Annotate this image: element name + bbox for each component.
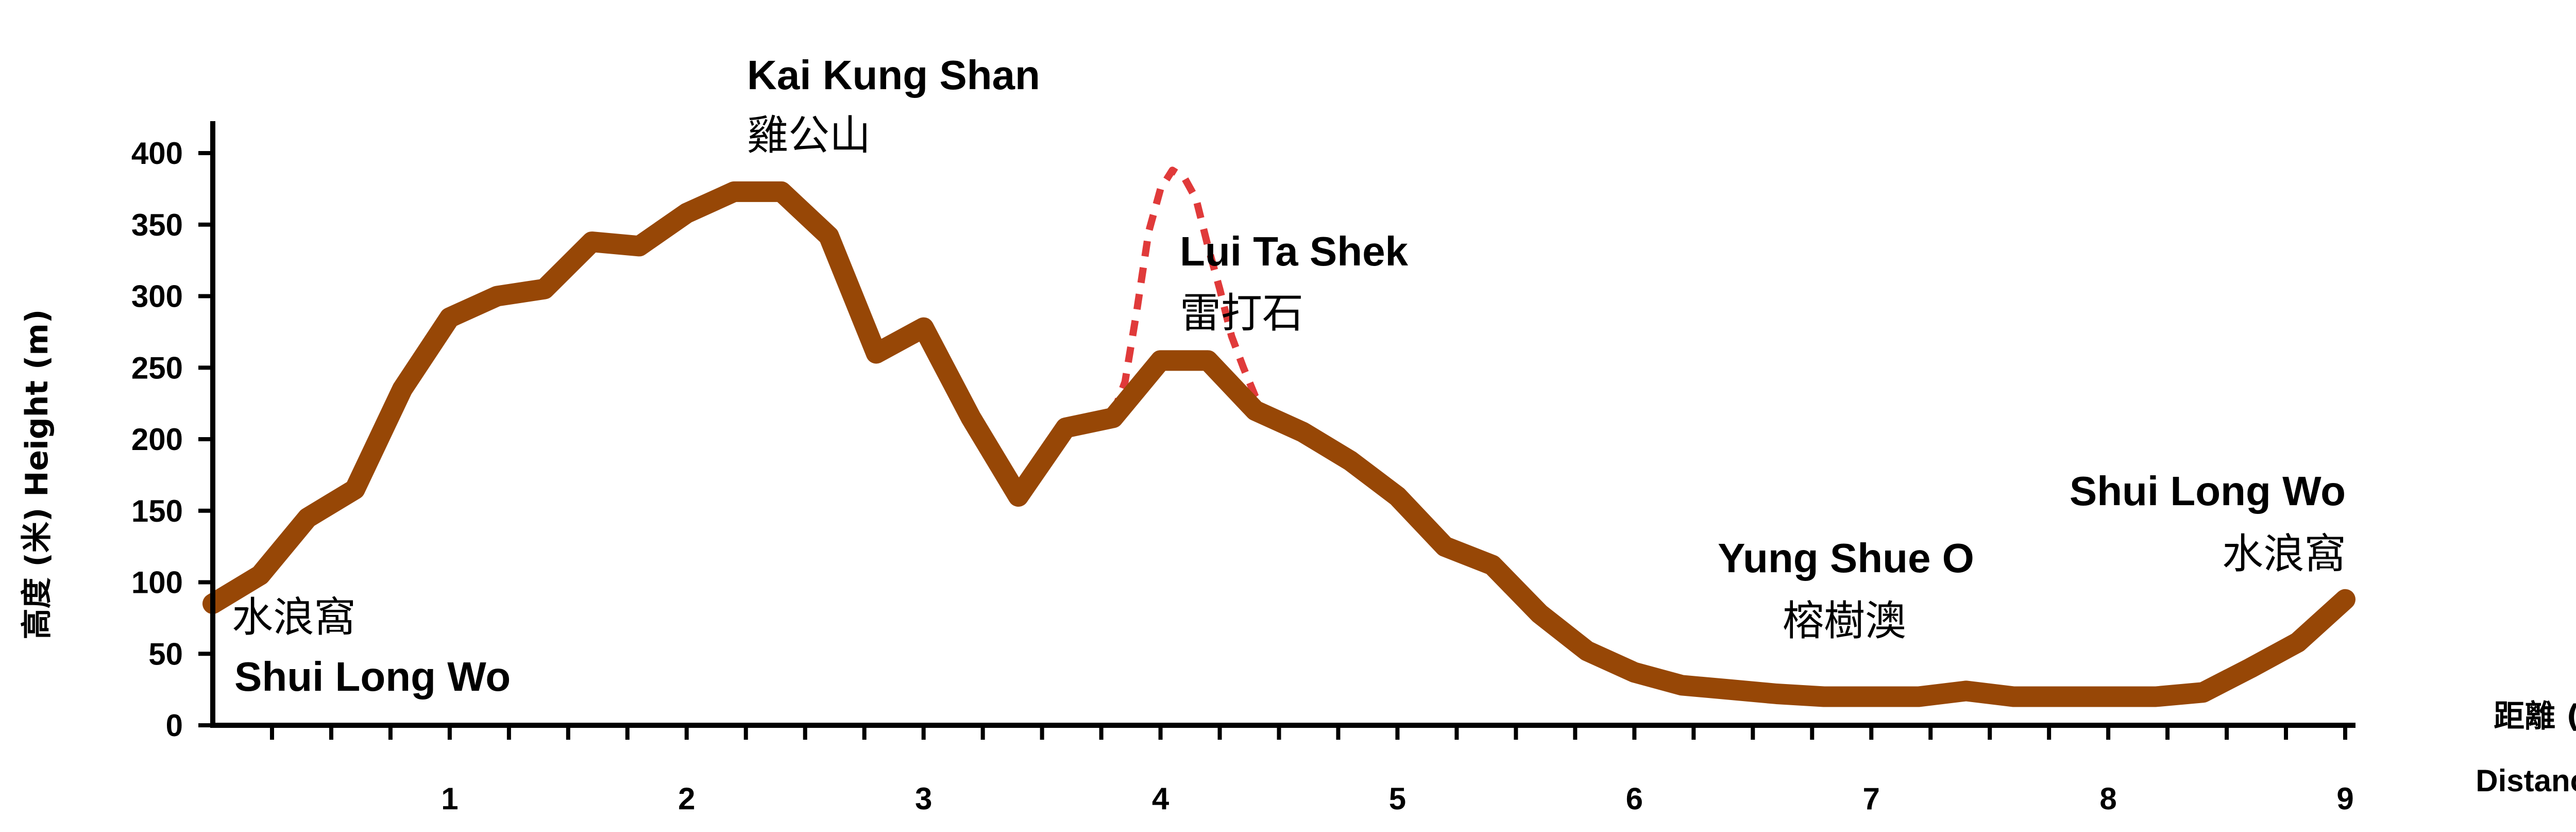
annotation-end-zh: 水浪窩 bbox=[2222, 530, 2346, 578]
x-tick-label: 8 bbox=[2099, 781, 2116, 816]
y-tick-label: 100 bbox=[131, 565, 183, 600]
series-line-alternate bbox=[1110, 167, 1270, 415]
x-axis-label: Distance (km) bbox=[2476, 763, 2576, 798]
annotation-yung-shue-o-zh: 榕樹澳 bbox=[1783, 597, 1906, 645]
y-tick-label: 200 bbox=[131, 422, 183, 457]
annotation-lui-ta-shek: Lui Ta Shek 雷打石 bbox=[1180, 228, 1409, 337]
x-tick-label: 3 bbox=[915, 781, 932, 816]
series-layer bbox=[202, 167, 2355, 707]
x-tick-label: 2 bbox=[678, 781, 695, 816]
y-tick-label: 150 bbox=[131, 494, 183, 528]
y-tick-label: 300 bbox=[131, 279, 183, 314]
annotation-kai-kung-shan-zh: 雞公山 bbox=[747, 111, 871, 159]
y-tick-label: 0 bbox=[166, 708, 183, 743]
annotation-start: 水浪窩 Shui Long Wo bbox=[232, 593, 511, 700]
annotation-yung-shue-o-en: Yung Shue O bbox=[1718, 535, 1974, 581]
x-axis-label-zh: 距離 (公里) bbox=[2494, 698, 2576, 735]
annotation-end: Shui Long Wo 水浪窩 bbox=[2070, 468, 2346, 578]
x-tick-label: 6 bbox=[1626, 781, 1643, 816]
annotation-start-zh: 水浪窩 bbox=[232, 593, 355, 641]
y-tick-label: 50 bbox=[148, 637, 183, 671]
annotation-kai-kung-shan: Kai Kung Shan 雞公山 bbox=[747, 52, 1040, 159]
y-tick-label: 400 bbox=[131, 136, 183, 171]
annotation-start-en: Shui Long Wo bbox=[234, 654, 511, 700]
annotation-kai-kung-shan-en: Kai Kung Shan bbox=[747, 52, 1040, 98]
y-tick-label: 350 bbox=[131, 208, 183, 242]
annotation-end-en: Shui Long Wo bbox=[2070, 468, 2346, 514]
y-tick-label: 250 bbox=[131, 351, 183, 385]
annotation-yung-shue-o: Yung Shue O 榕樹澳 bbox=[1718, 535, 1974, 645]
x-tick-label: 7 bbox=[1863, 781, 1880, 816]
y-axis-label: 高度 (米) Height (m) bbox=[19, 309, 55, 640]
ticks-layer: 0 50 100 150 200 250 300 350 400 1 2 3 4 5 6 7 8 9 bbox=[131, 136, 2354, 816]
series-line-main bbox=[202, 181, 2355, 707]
x-tick-label: 5 bbox=[1389, 781, 1406, 816]
x-tick-label: 9 bbox=[2336, 781, 2353, 816]
x-tick-label: 1 bbox=[441, 781, 458, 816]
annotation-lui-ta-shek-en: Lui Ta Shek bbox=[1180, 228, 1409, 274]
x-tick-label: 4 bbox=[1152, 781, 1170, 816]
annotation-lui-ta-shek-zh: 雷打石 bbox=[1180, 289, 1303, 337]
